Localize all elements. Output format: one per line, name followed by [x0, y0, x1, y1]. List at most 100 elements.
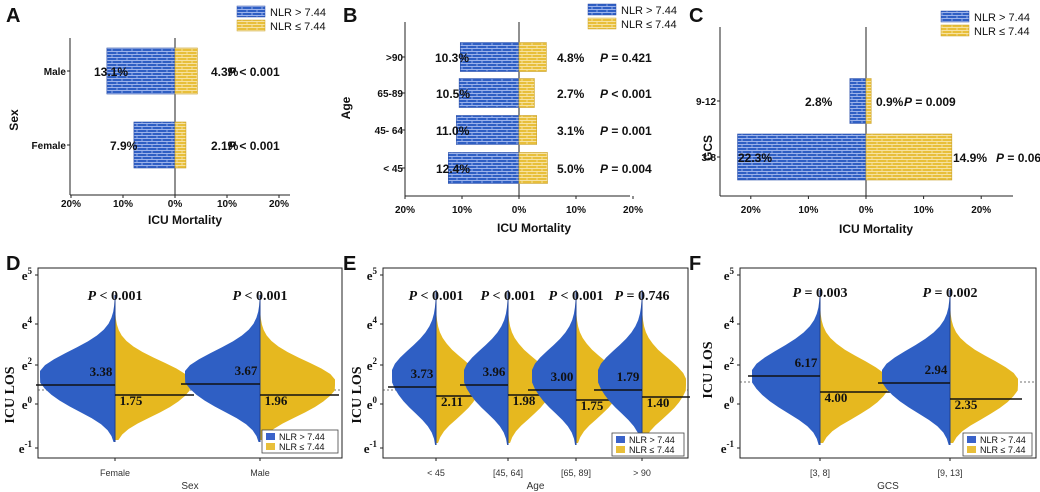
- value-label-nlr-low: 2.1%: [211, 139, 239, 153]
- p-symbol: P: [548, 289, 557, 304]
- x-tick-label: 20%: [971, 205, 991, 216]
- exp-base: e: [22, 397, 28, 412]
- violin-nlr-high: [464, 295, 508, 445]
- category-label: Male: [44, 67, 67, 78]
- p-value: < 0.001: [236, 65, 280, 79]
- x-category-label: Female: [100, 468, 130, 478]
- value-label-nlr-low: 0.9%: [876, 95, 904, 109]
- p-value-label: P < 0.001: [228, 65, 280, 79]
- mean-label-nlr-high: 1.79: [617, 369, 640, 384]
- legend-swatch-nlr-low: [940, 24, 970, 37]
- y-tick-label: e0: [724, 395, 735, 412]
- mean-label-nlr-high: 3.00: [551, 369, 574, 384]
- x-axis-title: ICU Mortality: [839, 222, 913, 236]
- y-tick-label: e-1: [721, 439, 735, 456]
- panel-label: A: [6, 5, 20, 27]
- bar-nlr-high: [849, 78, 867, 124]
- exp-power: -1: [25, 439, 33, 449]
- x-tick-label: 10%: [452, 205, 472, 216]
- value-label-nlr-high: 10.3%: [435, 51, 469, 65]
- y-axis-title: ICU LOS: [3, 366, 18, 423]
- y-tick-label: e2: [724, 356, 735, 373]
- mean-label-nlr-low: 1.40: [647, 395, 670, 410]
- p-symbol: P: [228, 139, 237, 153]
- exp-base: e: [22, 317, 28, 332]
- y-axis-title: ICU LOS: [701, 341, 716, 398]
- x-tick-label: 10%: [113, 199, 133, 210]
- value-label-nlr-high: 10.5%: [436, 87, 470, 101]
- p-symbol: P: [792, 286, 801, 301]
- p-value-label: P < 0.001: [87, 289, 142, 304]
- violin-nlr-high: [752, 295, 820, 445]
- p-symbol: P: [600, 51, 609, 65]
- violin-nlr-low: [950, 303, 1018, 443]
- exp-base: e: [367, 397, 373, 412]
- p-value: < 0.001: [96, 289, 142, 304]
- legend-swatch-nlr-high: [940, 10, 970, 23]
- panel-label: C: [689, 5, 703, 27]
- category-label: 9-12: [696, 97, 716, 108]
- exp-power: -1: [370, 439, 378, 449]
- legend-label-nlr-low: NLR ≤ 7.44: [279, 442, 324, 452]
- value-label-nlr-high: 22.3%: [738, 151, 772, 165]
- legend-swatch-nlr-low: [266, 443, 275, 450]
- x-tick-label: 20%: [741, 205, 761, 216]
- violin-nlr-low: [820, 303, 888, 443]
- y-axis-title: Sex: [7, 109, 21, 131]
- p-symbol: P: [228, 65, 237, 79]
- legend-label-nlr-high: NLR > 7.44: [974, 12, 1030, 24]
- p-value-label: P < 0.001: [228, 139, 280, 153]
- x-tick-label: 10%: [798, 205, 818, 216]
- p-symbol: P: [996, 151, 1005, 165]
- exp-power: -1: [727, 439, 735, 449]
- x-category-label: [45, 64]: [493, 468, 523, 478]
- p-value: = 0.421: [608, 51, 652, 65]
- exp-power: 2: [373, 356, 378, 366]
- category-label: 45- 64: [375, 126, 404, 137]
- exp-power: 4: [730, 315, 735, 325]
- exp-base: e: [22, 268, 28, 283]
- p-value: = 0.06: [1004, 151, 1040, 165]
- exp-power: 0: [373, 395, 378, 405]
- legend-swatch-nlr-low: [236, 19, 266, 32]
- legend-swatch-nlr-high: [616, 436, 625, 443]
- x-category-label: [3, 8]: [810, 468, 830, 478]
- exp-power: 0: [730, 395, 735, 405]
- exp-base: e: [367, 358, 373, 373]
- p-symbol: P: [904, 95, 913, 109]
- bar-nlr-high: [448, 152, 520, 184]
- y-tick-label: e-1: [364, 439, 378, 456]
- value-label-nlr-high: 7.9%: [110, 139, 138, 153]
- violin-nlr-low: [115, 308, 190, 440]
- violin-nlr-low: [436, 303, 480, 443]
- mean-label-nlr-high: 3.38: [90, 364, 113, 379]
- legend-box: [611, 432, 685, 457]
- legend-label-nlr-high: NLR > 7.44: [279, 432, 325, 442]
- p-value: < 0.001: [489, 289, 535, 304]
- p-value-label: P = 0.06: [996, 151, 1040, 165]
- x-tick-label: 10%: [217, 199, 237, 210]
- value-label-nlr-low: 2.7%: [557, 87, 585, 101]
- p-symbol: P: [87, 289, 96, 304]
- y-tick-label: e-1: [19, 439, 33, 456]
- x-tick-label: 20%: [269, 199, 289, 210]
- exp-base: e: [367, 268, 373, 283]
- legend-box: [261, 429, 339, 454]
- violin-nlr-high: [598, 295, 642, 445]
- violin-nlr-low: [260, 308, 335, 440]
- bar-nlr-high: [459, 42, 520, 72]
- bar-nlr-high: [737, 133, 867, 181]
- bar-nlr-low: [865, 78, 872, 124]
- mean-label-nlr-low: 4.00: [825, 390, 848, 405]
- p-value: < 0.001: [417, 289, 463, 304]
- bar-nlr-low: [174, 47, 198, 95]
- x-tick-label: 20%: [395, 205, 415, 216]
- legend-swatch-nlr-low: [967, 446, 976, 453]
- exp-base: e: [367, 317, 373, 332]
- violin-nlr-high: [392, 295, 436, 445]
- exp-power: 5: [373, 266, 378, 276]
- x-tick-label: 20%: [61, 199, 81, 210]
- panel-label: D: [6, 253, 20, 275]
- value-label-nlr-high: 12.4%: [436, 162, 470, 176]
